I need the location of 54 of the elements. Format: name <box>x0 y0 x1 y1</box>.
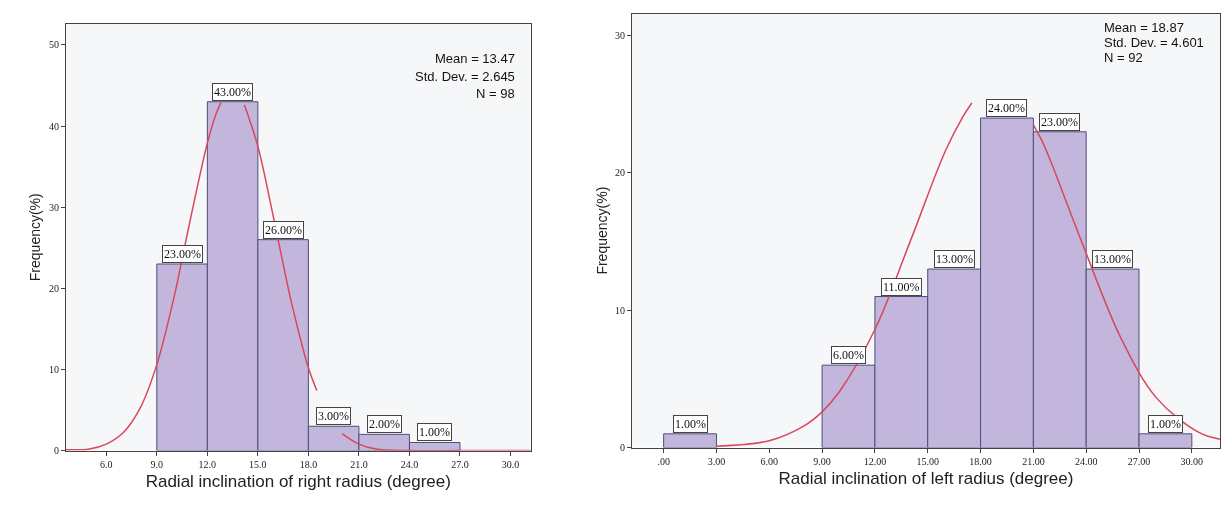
data-label: 23.00% <box>164 247 201 261</box>
x-axis-title: Radial inclination of left radius (degree) <box>778 468 1074 488</box>
data-label: 1.00% <box>675 417 706 431</box>
y-tick-label: 10 <box>614 304 625 316</box>
y-tick-label: 0 <box>619 442 625 454</box>
y-axis-title: Frequency(%) <box>593 186 610 275</box>
y-tick-label: 40 <box>48 120 59 132</box>
x-tick-label: 15.00 <box>916 455 939 467</box>
data-label: 3.00% <box>318 409 349 423</box>
data-label: 23.00% <box>1041 115 1078 129</box>
data-label: 11.00% <box>883 280 920 294</box>
x-tick-label: 24.0 <box>400 458 419 470</box>
x-tick-label: 9.0 <box>150 458 164 470</box>
x-tick-label: 27.0 <box>451 458 469 470</box>
y-tick-label: 20 <box>48 282 59 294</box>
x-tick-label: 27.00 <box>1127 455 1151 467</box>
x-tick-label: 21.00 <box>1022 455 1045 467</box>
annotation: Std. Dev. = 4.601 <box>1104 35 1204 50</box>
annotation: N = 92 <box>1104 50 1143 65</box>
y-tick-label: 50 <box>48 39 59 51</box>
x-tick-label: .00 <box>657 455 670 467</box>
x-axis-title: Radial inclination of right radius (degree) <box>145 472 451 491</box>
data-label: 1.00% <box>1150 417 1181 431</box>
x-tick-label: 3.00 <box>707 455 726 467</box>
x-tick-label: 18.00 <box>969 455 992 467</box>
annotation: Mean = 13.47 <box>435 51 515 66</box>
data-label: 13.00% <box>936 252 973 266</box>
data-label: 13.00% <box>1094 252 1131 266</box>
data-label: 2.00% <box>369 417 400 431</box>
annotation: N = 98 <box>476 86 515 101</box>
y-tick-label: 30 <box>48 201 59 213</box>
y-tick-label: 20 <box>614 167 625 179</box>
x-tick-label: 15.0 <box>249 458 267 470</box>
data-label: 1.00% <box>419 425 450 439</box>
y-tick-label: 30 <box>614 30 625 42</box>
x-tick-label: 9.00 <box>813 455 831 467</box>
data-label: 24.00% <box>988 101 1025 115</box>
x-tick-label: 12.00 <box>863 455 887 467</box>
x-tick-label: 6.0 <box>100 458 113 470</box>
x-tick-label: 30.00 <box>1180 455 1204 467</box>
data-label: 6.00% <box>833 348 864 362</box>
data-label: 43.00% <box>214 85 251 99</box>
x-tick-label: 21.0 <box>350 458 368 470</box>
data-label: 26.00% <box>265 223 302 237</box>
y-axis-title: Frequency(%) <box>27 193 44 282</box>
y-tick-label: 10 <box>48 363 59 375</box>
x-tick-label: 6.00 <box>760 455 779 467</box>
x-tick-label: 24.00 <box>1074 455 1098 467</box>
annotation: Mean = 18.87 <box>1104 20 1184 35</box>
x-tick-label: 30.0 <box>501 458 520 470</box>
x-tick-label: 18.0 <box>299 458 318 470</box>
annotation: Std. Dev. = 2.645 <box>415 69 515 84</box>
x-tick-label: 12.0 <box>198 458 217 470</box>
y-tick-label: 0 <box>53 445 59 457</box>
